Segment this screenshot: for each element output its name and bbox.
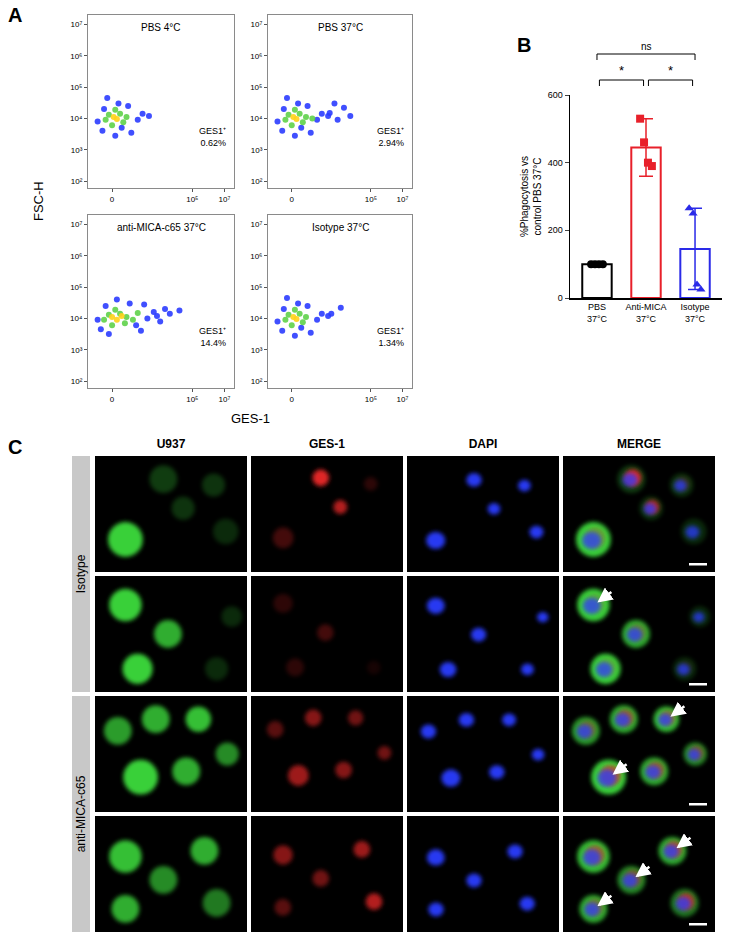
svg-text:GES1⁺14.4%: GES1⁺14.4%: [199, 326, 226, 348]
svg-text:10³: 10³: [251, 146, 263, 155]
svg-text:0: 0: [290, 195, 295, 204]
svg-text:10⁵: 10⁵: [186, 195, 198, 204]
svg-text:10⁵: 10⁵: [186, 395, 198, 404]
svg-text:10⁴: 10⁴: [70, 114, 83, 123]
svg-text:DAPI: DAPI: [469, 437, 498, 451]
svg-text:10⁷: 10⁷: [71, 20, 83, 29]
svg-text:10³: 10³: [71, 146, 83, 155]
svg-text:GES-1: GES-1: [309, 437, 345, 451]
svg-text:10⁷: 10⁷: [251, 220, 263, 229]
svg-text:Isotype37°C: Isotype37°C: [681, 302, 710, 324]
svg-text:0: 0: [558, 293, 563, 303]
svg-text:U937: U937: [157, 437, 186, 451]
svg-text:10⁴: 10⁴: [70, 314, 83, 323]
svg-text:PBS 37°C: PBS 37°C: [318, 22, 363, 33]
svg-text:400: 400: [548, 158, 563, 168]
svg-text:*: *: [619, 63, 624, 78]
svg-text:GES1⁺1.34%: GES1⁺1.34%: [377, 326, 404, 348]
svg-text:10²: 10²: [71, 177, 83, 186]
svg-text:ns: ns: [641, 41, 652, 52]
svg-text:10⁵: 10⁵: [250, 83, 262, 92]
svg-text:C: C: [8, 436, 22, 458]
svg-text:Isotype: Isotype: [74, 554, 88, 593]
svg-text:PBS 4°C: PBS 4°C: [141, 22, 181, 33]
svg-text:10⁷: 10⁷: [251, 20, 263, 29]
svg-text:10⁷: 10⁷: [218, 195, 230, 204]
svg-text:A: A: [8, 4, 22, 26]
svg-text:10⁷: 10⁷: [397, 395, 409, 404]
svg-text:10⁵: 10⁵: [250, 283, 262, 292]
svg-text:10²: 10²: [251, 177, 263, 186]
svg-text:10⁶: 10⁶: [70, 52, 82, 61]
svg-text:anti-MICA-c65 37°C: anti-MICA-c65 37°C: [117, 222, 206, 233]
svg-text:10⁵: 10⁵: [70, 83, 82, 92]
svg-text:%Phagocytosis vscontrol PBS 37: %Phagocytosis vscontrol PBS 37°C: [519, 156, 543, 237]
svg-text:FSC-H: FSC-H: [31, 181, 46, 221]
svg-text:MERGE: MERGE: [617, 437, 661, 451]
svg-text:*: *: [668, 63, 673, 78]
svg-text:10⁵: 10⁵: [365, 395, 377, 404]
svg-text:10²: 10²: [251, 377, 263, 386]
svg-text:B: B: [517, 34, 531, 56]
svg-text:Isotype 37°C: Isotype 37°C: [312, 222, 369, 233]
svg-text:GES1⁺0.62%: GES1⁺0.62%: [199, 126, 226, 148]
svg-text:GES-1: GES-1: [231, 411, 270, 426]
svg-text:GES1⁺2.94%: GES1⁺2.94%: [377, 126, 404, 148]
svg-text:10⁵: 10⁵: [365, 195, 377, 204]
svg-text:10⁷: 10⁷: [71, 220, 83, 229]
svg-text:10⁷: 10⁷: [397, 195, 409, 204]
svg-text:10⁶: 10⁶: [70, 252, 82, 261]
svg-text:10⁵: 10⁵: [70, 283, 82, 292]
svg-text:10²: 10²: [71, 377, 83, 386]
svg-text:200: 200: [548, 225, 563, 235]
svg-text:10⁶: 10⁶: [250, 252, 262, 261]
svg-text:0: 0: [110, 195, 115, 204]
svg-text:0: 0: [290, 395, 295, 404]
svg-text:10⁷: 10⁷: [218, 395, 230, 404]
svg-text:Anti-MICA37°C: Anti-MICA37°C: [625, 302, 666, 324]
svg-text:10⁶: 10⁶: [250, 52, 262, 61]
svg-text:anti-MICA-c65: anti-MICA-c65: [74, 775, 88, 852]
svg-text:10⁴: 10⁴: [250, 314, 263, 323]
svg-text:PBS37°C: PBS37°C: [587, 302, 608, 324]
svg-text:0: 0: [110, 395, 115, 404]
svg-text:10³: 10³: [251, 346, 263, 355]
svg-text:10³: 10³: [71, 346, 83, 355]
svg-text:10⁴: 10⁴: [250, 114, 263, 123]
svg-text:600: 600: [548, 90, 563, 100]
